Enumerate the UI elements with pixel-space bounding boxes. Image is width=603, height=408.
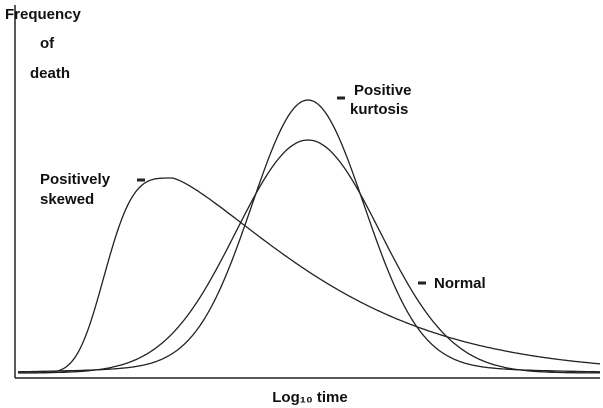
curve-label: skewed — [40, 191, 94, 208]
curve-label: Normal — [434, 275, 486, 292]
normal-curve — [18, 139, 600, 374]
kurtosis-curve — [17, 99, 600, 373]
y-axis-label: Frequency — [5, 6, 82, 23]
curve-label: Positively — [40, 171, 111, 188]
x-axis-label: Log₁₀ time — [272, 389, 347, 406]
skewed-curve — [18, 177, 601, 374]
curve-label: Positive — [354, 82, 412, 99]
y-axis-label: death — [30, 65, 70, 82]
curve-label: kurtosis — [350, 101, 408, 118]
y-axis-label: of — [40, 35, 55, 52]
